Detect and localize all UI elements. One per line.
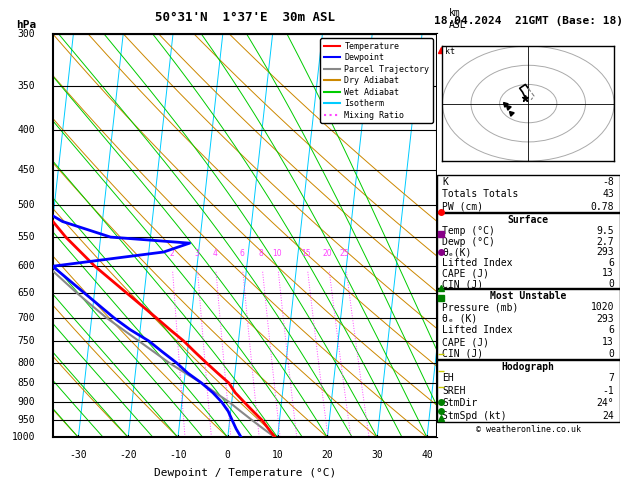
Text: 800: 800: [18, 358, 35, 367]
Text: EH: EH: [442, 373, 454, 383]
FancyBboxPatch shape: [437, 289, 620, 359]
Text: -8: -8: [603, 177, 614, 187]
Text: Most Unstable: Most Unstable: [490, 291, 567, 301]
Text: 293: 293: [596, 313, 614, 324]
Text: 600: 600: [18, 261, 35, 271]
Text: -30: -30: [70, 450, 87, 459]
FancyBboxPatch shape: [437, 360, 620, 422]
Text: 6: 6: [608, 326, 614, 335]
Text: 2: 2: [169, 249, 174, 258]
Text: -6: -6: [439, 182, 450, 191]
Legend: Temperature, Dewpoint, Parcel Trajectory, Dry Adiabat, Wet Adiabat, Isotherm, Mi: Temperature, Dewpoint, Parcel Trajectory…: [320, 38, 433, 123]
Text: 700: 700: [18, 313, 35, 323]
Text: 24°: 24°: [596, 399, 614, 408]
Text: Lifted Index: Lifted Index: [442, 326, 513, 335]
Text: 1LCL: 1LCL: [439, 399, 460, 408]
Text: 850: 850: [18, 378, 35, 388]
Text: CAPE (J): CAPE (J): [442, 268, 489, 278]
Text: 0: 0: [225, 450, 231, 459]
Text: -5: -5: [439, 229, 450, 239]
Text: 1000: 1000: [11, 433, 35, 442]
Text: Lifted Index: Lifted Index: [442, 258, 513, 268]
Text: -10: -10: [169, 450, 187, 459]
Text: 300: 300: [18, 29, 35, 39]
Text: -1: -1: [603, 385, 614, 396]
Text: 4: 4: [213, 249, 218, 258]
Text: 9.5: 9.5: [596, 226, 614, 236]
Text: 350: 350: [18, 81, 35, 91]
Text: 650: 650: [18, 288, 35, 298]
Text: -7: -7: [439, 132, 450, 142]
Text: Pressure (mb): Pressure (mb): [442, 302, 519, 312]
Text: 18.04.2024  21GMT (Base: 18): 18.04.2024 21GMT (Base: 18): [434, 16, 623, 26]
Text: 30: 30: [371, 450, 383, 459]
Text: -1: -1: [439, 397, 450, 406]
Text: 43: 43: [603, 190, 614, 199]
Text: CAPE (J): CAPE (J): [442, 337, 489, 347]
Text: 8: 8: [259, 249, 264, 258]
Text: StmSpd (kt): StmSpd (kt): [442, 411, 507, 421]
Text: 950: 950: [18, 415, 35, 425]
Text: 20: 20: [323, 249, 333, 258]
Text: 750: 750: [18, 336, 35, 346]
Text: 13: 13: [603, 337, 614, 347]
Text: -3: -3: [439, 315, 450, 325]
Text: 2.7: 2.7: [596, 237, 614, 246]
Text: 3: 3: [194, 249, 199, 258]
Text: SREH: SREH: [442, 385, 466, 396]
Text: 25: 25: [340, 249, 350, 258]
FancyBboxPatch shape: [437, 213, 620, 288]
Text: 6: 6: [608, 258, 614, 268]
Text: km
ASL: km ASL: [448, 8, 466, 30]
Text: 293: 293: [596, 247, 614, 257]
Text: -2: -2: [439, 356, 450, 365]
Text: θₑ(K): θₑ(K): [442, 247, 472, 257]
Text: 13: 13: [603, 268, 614, 278]
Text: Dewp (°C): Dewp (°C): [442, 237, 495, 246]
Text: 450: 450: [18, 165, 35, 175]
Text: © weatheronline.co.uk: © weatheronline.co.uk: [476, 425, 581, 434]
Text: -4: -4: [439, 273, 450, 283]
Text: 6: 6: [239, 249, 244, 258]
Text: CIN (J): CIN (J): [442, 349, 484, 359]
Text: 0: 0: [608, 349, 614, 359]
Text: θₑ (K): θₑ (K): [442, 313, 477, 324]
Text: 40: 40: [421, 450, 433, 459]
Text: Temp (°C): Temp (°C): [442, 226, 495, 236]
Text: 15: 15: [301, 249, 311, 258]
Text: 0: 0: [608, 279, 614, 289]
Text: 7: 7: [608, 373, 614, 383]
Text: -20: -20: [120, 450, 137, 459]
Text: Totals Totals: Totals Totals: [442, 190, 519, 199]
Text: Dewpoint / Temperature (°C): Dewpoint / Temperature (°C): [154, 468, 337, 478]
FancyBboxPatch shape: [437, 175, 620, 212]
Text: Mixing Ratio (g/kg): Mixing Ratio (g/kg): [482, 180, 492, 292]
Text: PW (cm): PW (cm): [442, 202, 484, 212]
Text: 50°31'N  1°37'E  30m ASL: 50°31'N 1°37'E 30m ASL: [155, 11, 335, 24]
Text: 500: 500: [18, 200, 35, 210]
Text: Surface: Surface: [508, 215, 549, 225]
Text: StmDir: StmDir: [442, 399, 477, 408]
Text: 20: 20: [321, 450, 333, 459]
Text: 400: 400: [18, 125, 35, 136]
Text: CIN (J): CIN (J): [442, 279, 484, 289]
Text: 1020: 1020: [591, 302, 614, 312]
Text: 10: 10: [272, 249, 282, 258]
Text: 10: 10: [272, 450, 284, 459]
Text: hPa: hPa: [16, 20, 36, 30]
Text: K: K: [442, 177, 448, 187]
Text: Hodograph: Hodograph: [502, 362, 555, 372]
Text: 0.78: 0.78: [591, 202, 614, 212]
Text: 24: 24: [603, 411, 614, 421]
Text: 900: 900: [18, 397, 35, 407]
Text: -8: -8: [439, 79, 450, 89]
Text: 550: 550: [18, 232, 35, 242]
